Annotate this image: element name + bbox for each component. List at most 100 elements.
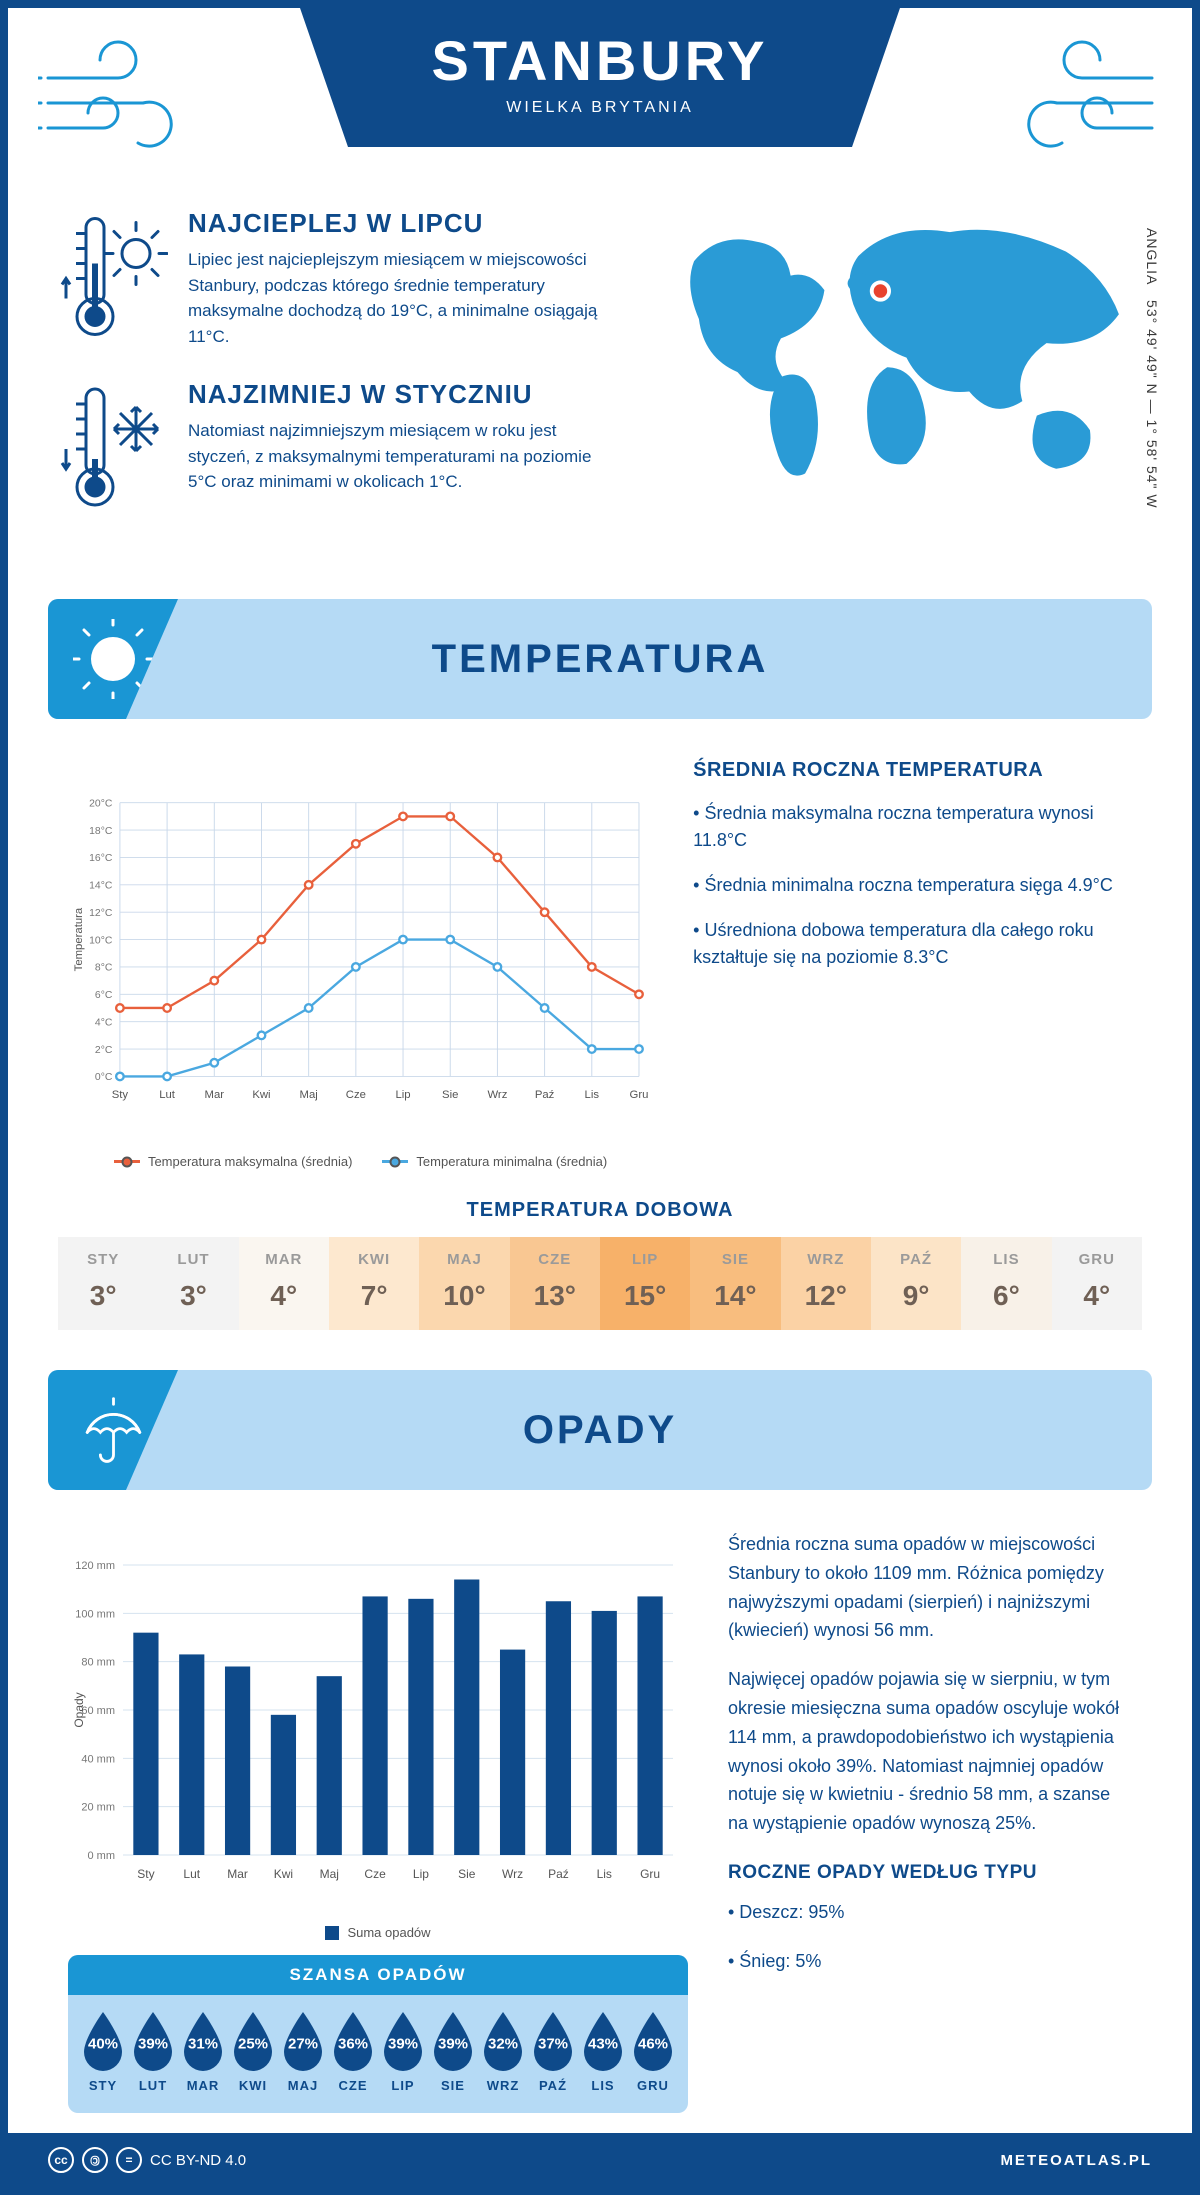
svg-text:Opady: Opady — [72, 1692, 86, 1727]
chance-item: 43% LIS — [578, 2010, 628, 2093]
daily-month: LIS — [961, 1251, 1051, 1268]
daily-value: 13° — [510, 1280, 600, 1312]
precip-info: Średnia roczna suma opadów w miejscowośc… — [728, 1530, 1132, 2113]
chance-item: 27% MAJ — [278, 2010, 328, 2093]
chance-value: 25% — [238, 2036, 268, 2053]
chance-month: KWI — [228, 2078, 278, 2093]
title-banner: STANBURY WIELKA BRYTANIA — [300, 8, 900, 147]
precip-by-type-1: • Deszcz: 95% — [728, 1898, 1132, 1927]
svg-text:4°C: 4°C — [95, 1017, 113, 1028]
svg-text:Lut: Lut — [159, 1089, 176, 1101]
chance-month: SIE — [428, 2078, 478, 2093]
wind-deco-right-icon — [1002, 38, 1162, 158]
world-map-icon — [642, 208, 1142, 488]
chance-item: 36% CZE — [328, 2010, 378, 2093]
chance-value: 32% — [488, 2036, 518, 2053]
legend-precip: Suma opadów — [325, 1925, 430, 1940]
header: STANBURY WIELKA BRYTANIA — [8, 8, 1192, 188]
legend-max: Temperatura maksymalna (średnia) — [114, 1154, 352, 1169]
warmest-block: NAJCIEPLEJ W LIPCU Lipiec jest najcieple… — [58, 208, 612, 349]
precip-text-1: Średnia roczna suma opadów w miejscowośc… — [728, 1530, 1132, 1645]
raindrop-icon: 39% — [378, 2010, 428, 2072]
sun-corner-icon — [48, 599, 178, 719]
daily-value: 15° — [600, 1280, 690, 1312]
chance-value: 31% — [188, 2036, 218, 2053]
location-country: WIELKA BRYTANIA — [380, 99, 820, 117]
warmest-title: NAJCIEPLEJ W LIPCU — [188, 208, 612, 239]
svg-text:Sie: Sie — [458, 1867, 476, 1881]
daily-month: MAR — [239, 1251, 329, 1268]
raindrop-icon: 25% — [228, 2010, 278, 2072]
precip-title: OPADY — [523, 1408, 677, 1453]
daily-value: 4° — [1052, 1280, 1142, 1312]
daily-value: 6° — [961, 1280, 1051, 1312]
svg-text:Temperatura: Temperatura — [73, 907, 85, 971]
svg-text:Lut: Lut — [183, 1867, 200, 1881]
chance-item: 31% MAR — [178, 2010, 228, 2093]
svg-text:40 mm: 40 mm — [81, 1753, 115, 1765]
raindrop-icon: 39% — [128, 2010, 178, 2072]
svg-text:100 mm: 100 mm — [75, 1608, 115, 1620]
svg-text:18°C: 18°C — [89, 826, 113, 837]
chance-title: SZANSA OPADÓW — [68, 1955, 688, 1995]
daily-month: GRU — [1052, 1251, 1142, 1268]
daily-cell: LUT 3° — [148, 1237, 238, 1330]
temp-info-title: ŚREDNIA ROCZNA TEMPERATURA — [693, 759, 1132, 782]
license-text: CC BY-ND 4.0 — [150, 2152, 246, 2169]
daily-cell: GRU 4° — [1052, 1237, 1142, 1330]
precip-bar-chart: 0 mm20 mm40 mm60 mm80 mm100 mm120 mmOpad… — [68, 1530, 688, 1910]
raindrop-icon: 32% — [478, 2010, 528, 2072]
svg-text:Maj: Maj — [300, 1089, 318, 1101]
svg-text:Sty: Sty — [137, 1867, 154, 1881]
chance-item: 25% KWI — [228, 2010, 278, 2093]
svg-text:Lip: Lip — [413, 1867, 429, 1881]
daily-value: 14° — [690, 1280, 780, 1312]
daily-month: LIP — [600, 1251, 690, 1268]
svg-text:Paź: Paź — [535, 1089, 555, 1101]
thermometer-snow-icon — [58, 379, 168, 519]
warmest-text: Lipiec jest najcieplejszym miesiącem w m… — [188, 247, 612, 349]
chance-month: WRZ — [478, 2078, 528, 2093]
chance-month: STY — [78, 2078, 128, 2093]
by-icon: 🄯 — [82, 2147, 108, 2173]
temperature-body: 0°C2°C4°C6°C8°C10°C12°C14°C16°C18°C20°CS… — [8, 729, 1192, 1189]
temp-bullet-2: • Średnia minimalna roczna temperatura s… — [693, 872, 1132, 899]
chance-value: 36% — [338, 2036, 368, 2053]
raindrop-icon: 46% — [628, 2010, 678, 2072]
chance-item: 40% STY — [78, 2010, 128, 2093]
svg-text:60 mm: 60 mm — [81, 1705, 115, 1717]
daily-month: KWI — [329, 1251, 419, 1268]
raindrop-icon: 39% — [428, 2010, 478, 2072]
chance-box: SZANSA OPADÓW 40% STY 39% LUT — [68, 1955, 688, 2113]
svg-text:10°C: 10°C — [89, 935, 113, 946]
chance-value: 39% — [138, 2036, 168, 2053]
footer: cc 🄯 = CC BY-ND 4.0 METEOATLAS.PL — [8, 2133, 1192, 2187]
svg-text:Mar: Mar — [227, 1867, 248, 1881]
intro-text-column: NAJCIEPLEJ W LIPCU Lipiec jest najcieple… — [58, 208, 612, 549]
daily-value: 7° — [329, 1280, 419, 1312]
coldest-title: NAJZIMNIEJ W STYCZNIU — [188, 379, 612, 410]
coords-value: 53° 49' 49" N — 1° 58' 54" W — [1144, 300, 1160, 509]
chance-month: CZE — [328, 2078, 378, 2093]
svg-text:20 mm: 20 mm — [81, 1802, 115, 1814]
daily-temp-table: STY 3° LUT 3° MAR 4° KWI 7° MAJ 10° — [58, 1237, 1142, 1330]
svg-text:Wrz: Wrz — [487, 1089, 507, 1101]
daily-value: 4° — [239, 1280, 329, 1312]
svg-text:80 mm: 80 mm — [81, 1657, 115, 1669]
svg-text:0 mm: 0 mm — [88, 1850, 116, 1862]
svg-text:Cze: Cze — [364, 1867, 386, 1881]
precip-legend: Suma opadów — [68, 1925, 688, 1940]
daily-month: PAŹ — [871, 1251, 961, 1268]
daily-month: MAJ — [419, 1251, 509, 1268]
svg-text:Wrz: Wrz — [502, 1867, 523, 1881]
svg-text:Cze: Cze — [346, 1089, 366, 1101]
daily-cell: PAŹ 9° — [871, 1237, 961, 1330]
svg-text:12°C: 12°C — [89, 908, 113, 919]
daily-value: 3° — [148, 1280, 238, 1312]
daily-cell: LIP 15° — [600, 1237, 690, 1330]
cc-icon: cc — [48, 2147, 74, 2173]
chance-value: 40% — [88, 2036, 118, 2053]
daily-value: 12° — [781, 1280, 871, 1312]
coordinates: ANGLIA 53° 49' 49" N — 1° 58' 54" W — [1144, 228, 1160, 509]
daily-cell: LIS 6° — [961, 1237, 1051, 1330]
